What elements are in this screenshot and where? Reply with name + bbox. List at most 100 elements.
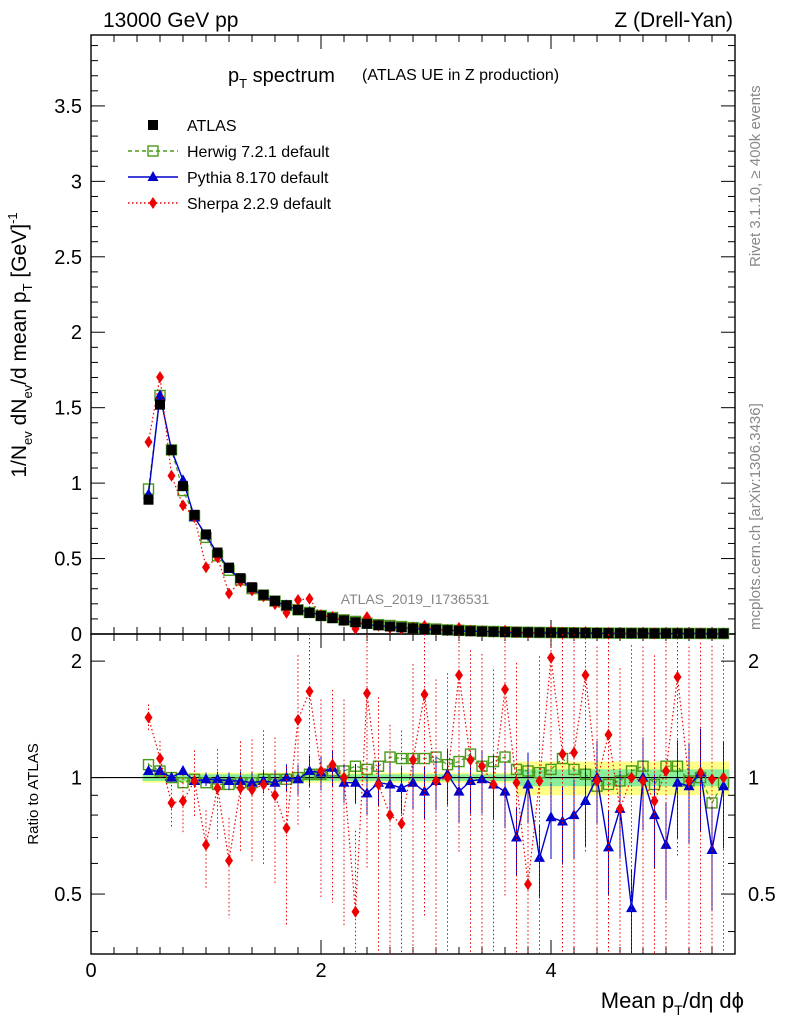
- ratio-point-sherpa: [443, 771, 452, 784]
- ratio-point-pythia: [511, 831, 522, 842]
- main-y-tick-label: 3.5: [54, 96, 82, 118]
- main-y-tick-label: 0: [71, 624, 82, 646]
- ratio-point-sherpa: [213, 781, 222, 794]
- main-y-tick-label: 2: [71, 322, 82, 344]
- ratio-point-sherpa: [501, 683, 509, 696]
- main-point-atlas: [603, 628, 614, 639]
- main-y-tick-label: 0.5: [54, 549, 82, 571]
- axis-ticks: [90, 35, 736, 954]
- ratio-y-tick-label-right: 0.5: [748, 884, 776, 906]
- ratio-point-sherpa: [179, 794, 187, 807]
- ratio-y-tick-label-right: 1: [748, 768, 759, 790]
- ratio-point-sherpa: [627, 771, 636, 784]
- main-point-sherpa: [225, 587, 233, 600]
- ratio-point-sherpa: [167, 796, 176, 809]
- ratio-point-sherpa: [489, 778, 498, 791]
- ratio-point-pythia: [350, 776, 361, 787]
- main-point-atlas: [362, 618, 372, 629]
- main-point-atlas: [684, 628, 694, 639]
- ratio-point-sherpa: [317, 764, 325, 777]
- main-point-atlas: [465, 626, 476, 637]
- ratio-point-sherpa: [386, 809, 394, 822]
- ratio-point-sherpa: [409, 754, 417, 767]
- ratio-point-sherpa: [351, 905, 360, 918]
- main-point-atlas: [477, 626, 487, 637]
- main-point-pythia: [154, 389, 166, 400]
- ratio-point-sherpa: [478, 760, 486, 773]
- x-tick-label: 4: [545, 960, 556, 982]
- main-point-atlas: [155, 399, 165, 410]
- ratio-point-sherpa: [328, 758, 337, 771]
- ratio-point-sherpa: [673, 670, 682, 683]
- main-point-atlas: [281, 600, 292, 611]
- ratio-point-sherpa: [202, 838, 210, 851]
- main-point-atlas: [235, 573, 246, 584]
- main-point-atlas: [224, 562, 234, 573]
- legend-marker-herwig: [147, 145, 159, 157]
- ratio-point-sherpa: [558, 748, 567, 761]
- legend-label-pythia: Pythia 8.170 default: [187, 170, 329, 187]
- header-right: Z (Drell-Yan): [614, 9, 733, 32]
- main-point-atlas: [408, 623, 418, 634]
- ratio-point-pythia: [384, 778, 396, 789]
- header-left: 13000 GeV pp: [103, 9, 238, 32]
- ratio-point-sherpa: [593, 774, 601, 787]
- ratio-point-sherpa: [662, 764, 670, 777]
- ratio-point-sherpa: [708, 773, 716, 786]
- main-point-atlas: [396, 622, 407, 633]
- main-point-sherpa: [156, 371, 164, 384]
- ratio-point-sherpa: [225, 854, 233, 867]
- main-point-atlas: [557, 627, 568, 638]
- main-y-tick-label: 3: [71, 171, 82, 193]
- main-point-sherpa: [179, 499, 187, 512]
- main-point-sherpa: [144, 435, 153, 448]
- legend-label-herwig: Herwig 7.2.1 default: [187, 144, 330, 161]
- ratio-point-sherpa: [466, 754, 475, 767]
- main-point-atlas: [327, 613, 338, 624]
- main-point-atlas: [615, 628, 625, 639]
- ratio-point-sherpa: [512, 776, 521, 789]
- main-point-atlas: [718, 628, 729, 639]
- main-point-atlas: [419, 624, 430, 635]
- main-point-sherpa: [294, 593, 302, 606]
- main-y-tick-label: 1: [71, 473, 82, 495]
- ratio-point-sherpa: [236, 781, 245, 794]
- ratio-point-pythia: [660, 838, 672, 849]
- analysis-watermark: ATLAS_2019_I1736531: [341, 591, 490, 607]
- main-point-atlas: [523, 627, 533, 638]
- main-point-atlas: [442, 625, 453, 636]
- main-point-atlas: [212, 547, 223, 558]
- mcplots-label: mcplots.cern.ch [arXiv:1306.3436]: [747, 403, 764, 630]
- main-point-atlas: [580, 627, 591, 638]
- main-point-atlas: [695, 628, 706, 639]
- main-point-atlas: [626, 628, 637, 639]
- ratio-point-sherpa: [374, 778, 383, 791]
- ratio-series-layer: [142, 634, 730, 954]
- ratio-point-pythia: [557, 815, 568, 826]
- main-point-atlas: [189, 509, 200, 520]
- main-point-atlas: [431, 624, 441, 635]
- ratio-point-herwig: [418, 752, 431, 765]
- ratio-point-pythia: [177, 764, 189, 775]
- ratio-point-sherpa: [156, 752, 164, 765]
- ratio-point-pythia: [223, 774, 235, 785]
- ratio-point-pythia: [407, 776, 419, 787]
- plot-subtitle: (ATLAS UE in Z production): [362, 67, 559, 84]
- ratio-point-pythia: [246, 776, 258, 787]
- ratio-point-sherpa: [248, 783, 256, 796]
- main-point-atlas: [247, 582, 257, 593]
- ratio-y-axis-label: Ratio to ATLAS: [25, 743, 42, 844]
- ratio-point-sherpa: [144, 711, 153, 724]
- main-point-sherpa: [167, 469, 176, 482]
- main-point-atlas: [672, 628, 683, 639]
- x-axis-label: Mean pT/dη dϕ: [601, 988, 744, 1018]
- ratio-point-sherpa: [340, 771, 348, 784]
- main-point-atlas: [454, 625, 464, 636]
- ratio-point-pythia: [706, 843, 718, 854]
- x-tick-label: 2: [315, 960, 326, 982]
- ratio-point-pythia: [361, 787, 373, 798]
- ratio-point-sherpa: [397, 817, 406, 830]
- main-point-atlas: [304, 607, 315, 618]
- legend-marker-atlas: [148, 120, 158, 130]
- main-y-axis-label: 1/Nev dNev/d mean pT [GeV]-1: [5, 212, 35, 477]
